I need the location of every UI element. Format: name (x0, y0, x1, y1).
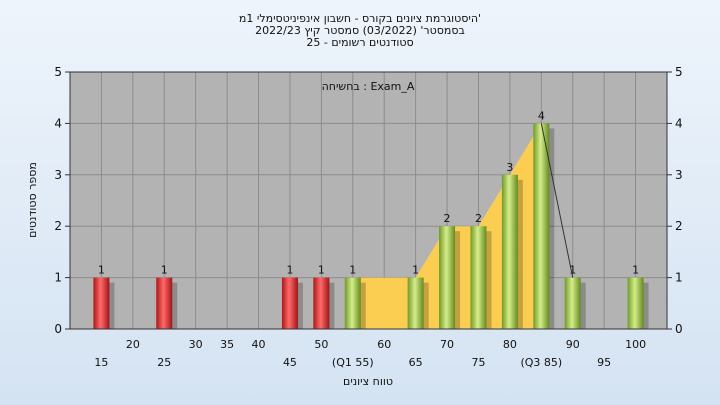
bar-value-label: 4 (538, 109, 545, 122)
bar-value-label: 1 (318, 264, 325, 277)
x-tick-label: 50 (314, 338, 328, 351)
x-tick-label: 90 (566, 338, 580, 351)
x-tick-label: 80 (503, 338, 517, 351)
plot-border (69, 71, 668, 330)
histogram-bar (407, 277, 424, 329)
chart-title-line1: היסטוגרמת ציונים בקורס - חשבון אינפיניטס… (239, 12, 481, 25)
bar-value-label: 1 (412, 264, 419, 277)
histogram-bar (93, 277, 110, 329)
x-tick-label: 65 (409, 356, 423, 369)
x-tick-label: 100 (625, 338, 646, 351)
y-tick-label-left: 1 (54, 271, 62, 285)
x-tick-label: 35 (220, 338, 234, 351)
histogram-bar (533, 123, 550, 330)
x-tick-label: (Q1 55) (332, 356, 374, 369)
x-tick-label: 45 (283, 356, 297, 369)
y-tick-label-right: 1 (675, 271, 683, 285)
y-tick-label-left: 4 (54, 116, 62, 130)
y-tick-label-right: 2 (675, 219, 683, 233)
chart-title-line2: בסמסטר' (03/2022) סמסטר קיץ 2022/23 (255, 24, 465, 37)
histogram-bar (564, 277, 581, 329)
bar-value-label: 1 (98, 264, 105, 277)
x-tick-label: 15 (94, 356, 108, 369)
bar-value-label: 1 (632, 264, 639, 277)
bar-value-label: 1 (161, 264, 168, 277)
histogram-bar (501, 174, 518, 329)
histogram-bar (281, 277, 298, 329)
y-tick-label-left: 5 (54, 65, 62, 79)
x-tick-label: 60 (377, 338, 391, 351)
histogram-bar (344, 277, 361, 329)
y-tick-label-left: 3 (54, 168, 62, 182)
y-tick-label-right: 4 (675, 116, 683, 130)
bar-value-label: 1 (569, 264, 576, 277)
bar-value-label: 2 (444, 212, 451, 225)
interquartile-area (352, 123, 542, 330)
chart-annotation: בחשיחה : Exam_A (322, 80, 415, 93)
y-tick-label-left: 0 (54, 322, 62, 336)
x-tick-label: 20 (126, 338, 140, 351)
x-tick-label: 70 (440, 338, 454, 351)
trend-line (540, 123, 574, 278)
x-tick-label: 25 (157, 356, 171, 369)
x-tick-label: 40 (252, 338, 266, 351)
x-tick-label: 75 (471, 356, 485, 369)
histogram-bar (470, 226, 487, 329)
y-tick-label-left: 2 (54, 219, 62, 233)
x-axis-label: טווח ציונים (343, 375, 393, 388)
histogram-bar (439, 226, 456, 329)
histogram-bar (156, 277, 173, 329)
y-axis-label: מספר סטודנטים (26, 162, 39, 238)
y-tick-label-right: 5 (675, 65, 683, 79)
histogram-bar (627, 277, 644, 329)
bar-value-label: 1 (286, 264, 293, 277)
y-tick-label-right: 0 (675, 322, 683, 336)
x-tick-label: 30 (189, 338, 203, 351)
bar-value-label: 2 (475, 212, 482, 225)
histogram-bar (313, 277, 330, 329)
bar-value-label: 1 (349, 264, 356, 277)
x-tick-label: (Q3 85) (520, 356, 562, 369)
x-tick-label: 95 (597, 356, 611, 369)
bar-value-label: 3 (506, 161, 513, 174)
chart-title-line3: 25 - סטודנטים רשומים (306, 36, 413, 49)
y-tick-label-right: 3 (675, 168, 683, 182)
